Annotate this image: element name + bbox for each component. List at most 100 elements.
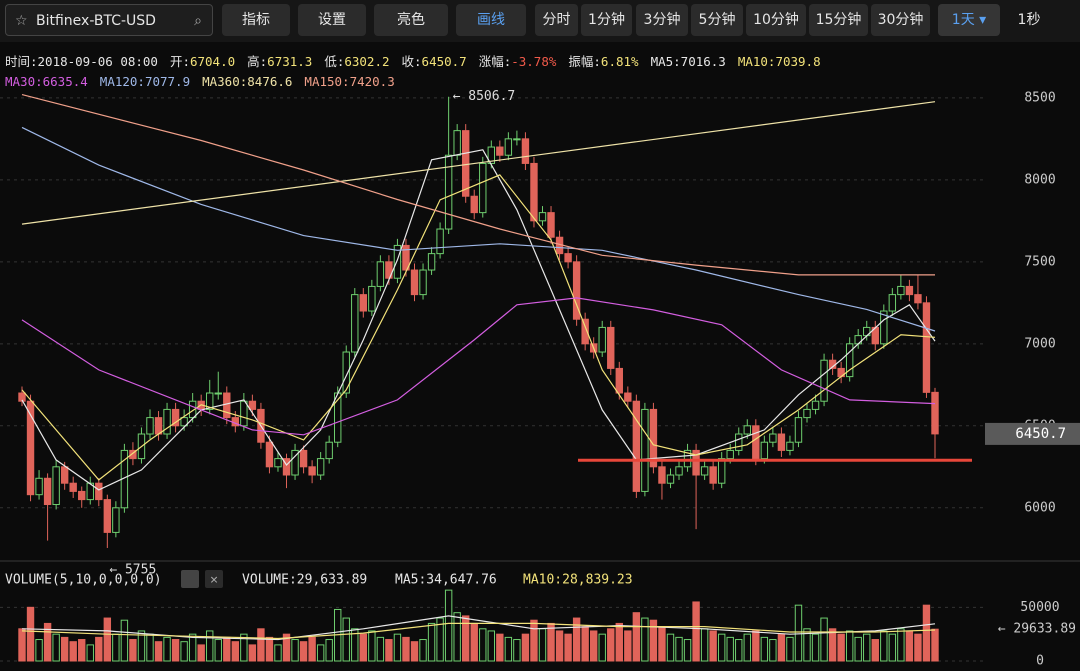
volume-bar	[675, 636, 683, 662]
volume-bar	[351, 628, 359, 662]
candle-body	[547, 212, 555, 238]
volume-bar	[223, 636, 231, 662]
volume-bar	[828, 628, 837, 662]
tool-button[interactable]: 设置	[298, 4, 366, 36]
period-button[interactable]: 1秒	[1008, 4, 1050, 36]
candle-body	[444, 154, 453, 230]
candle-body	[922, 302, 931, 393]
candle-body	[188, 400, 197, 419]
volume-bar	[572, 617, 581, 662]
y-tick-label: 6000	[1024, 500, 1055, 515]
high-annotation: ← 8506.7	[453, 89, 516, 104]
candle-body	[26, 400, 35, 496]
info-label: 低:	[324, 54, 345, 69]
volume-bar	[786, 636, 794, 662]
ma-legend-entry: MA30:6635.4	[5, 74, 88, 89]
volume-bar	[26, 606, 35, 662]
candle-body	[359, 294, 368, 312]
volume-bar	[231, 641, 240, 662]
candle-body	[103, 499, 112, 533]
volume-bar	[146, 633, 154, 662]
toolbar: ☆ Bitfinex-BTC-USD ⌕ 指标 设置 亮色 画线 分时 1分钟 …	[0, 0, 1080, 42]
close-icon[interactable]	[205, 570, 223, 588]
ma-line	[21, 622, 936, 640]
volume-bar	[291, 639, 299, 662]
settings-icon[interactable]	[181, 570, 199, 588]
candle-body	[658, 466, 666, 484]
volume-bar	[436, 617, 444, 662]
volume-bar	[530, 619, 538, 662]
candle-body	[624, 392, 632, 402]
candle-body	[717, 458, 726, 484]
volume-bar	[683, 639, 692, 662]
info-value: -3.78%	[511, 54, 557, 69]
tool-button[interactable]: 亮色	[374, 4, 448, 36]
y-tick-label: 7000	[1024, 336, 1055, 351]
period-button[interactable]: 30分钟	[871, 4, 930, 36]
candle-body	[572, 261, 581, 320]
label: 指标	[242, 12, 270, 28]
candle-body	[223, 392, 231, 419]
volume-bar	[700, 628, 709, 662]
candle-body	[914, 294, 922, 304]
ma-line	[21, 174, 936, 481]
symbol: Bitfinex-BTC-USD	[36, 13, 156, 29]
volume-bar	[479, 628, 487, 662]
candle-body	[342, 351, 350, 394]
period-button[interactable]: 5分钟	[691, 4, 743, 36]
candle-body	[769, 433, 777, 443]
volume-bar	[555, 630, 564, 662]
info-label: 振幅:	[568, 54, 601, 69]
candle-body	[368, 285, 376, 312]
info-value: 2018-09-06 08:00	[37, 54, 158, 69]
volume-bar	[470, 622, 478, 662]
info-label: 收:	[401, 54, 422, 69]
chart: VOLUME(5,10,0,0,0,0) ✕ 60006500700075008…	[0, 89, 1080, 669]
candle-body	[274, 458, 282, 468]
last-price: 6450.7	[1015, 426, 1066, 442]
candle-body	[513, 138, 521, 141]
period-button[interactable]: 3分钟	[636, 4, 688, 36]
candle-body	[282, 458, 291, 476]
candle-body	[649, 408, 658, 468]
tool-button[interactable]: 画线	[456, 4, 526, 36]
volume-bar	[735, 639, 743, 662]
volume-bar	[760, 636, 769, 662]
volume-bar	[206, 630, 214, 662]
y-tick-label: 50000	[1020, 600, 1059, 615]
candle-body	[726, 449, 734, 460]
candle-body	[427, 253, 436, 271]
candle-body	[69, 482, 77, 492]
volume-bar	[863, 633, 871, 662]
search-box[interactable]: ☆ Bitfinex-BTC-USD ⌕	[5, 4, 213, 36]
candle-body	[248, 400, 257, 410]
candle-body	[470, 195, 478, 214]
volume-bar	[86, 644, 94, 662]
volume-bar	[52, 633, 60, 662]
volume-bar	[69, 641, 77, 662]
candle-body	[845, 343, 854, 378]
candle-body	[265, 441, 274, 468]
period-button[interactable]: 1分钟	[581, 4, 632, 36]
ma-line	[21, 297, 936, 436]
period-button[interactable]: 分时	[535, 4, 578, 36]
period-button[interactable]: 15分钟	[809, 4, 868, 36]
period-button[interactable]: 10分钟	[746, 4, 806, 36]
candle-body	[598, 326, 606, 353]
volume-bar	[871, 639, 879, 662]
tool-button[interactable]: 指标	[222, 4, 290, 36]
volume-bar	[137, 630, 146, 662]
period-button[interactable]: 1天 ▾	[938, 4, 1000, 36]
info-value: 6302.2	[344, 54, 390, 69]
candle-body	[538, 212, 547, 222]
volume-bar	[60, 636, 69, 662]
label: 1天 ▾	[951, 12, 987, 28]
volume-bar	[752, 630, 760, 662]
candle-body	[402, 244, 410, 271]
candle-body	[888, 294, 897, 312]
close-icon-glyph: ✕	[210, 573, 218, 588]
candle-body	[436, 228, 444, 255]
volume-bar	[188, 633, 197, 662]
volume-bar	[632, 612, 641, 662]
